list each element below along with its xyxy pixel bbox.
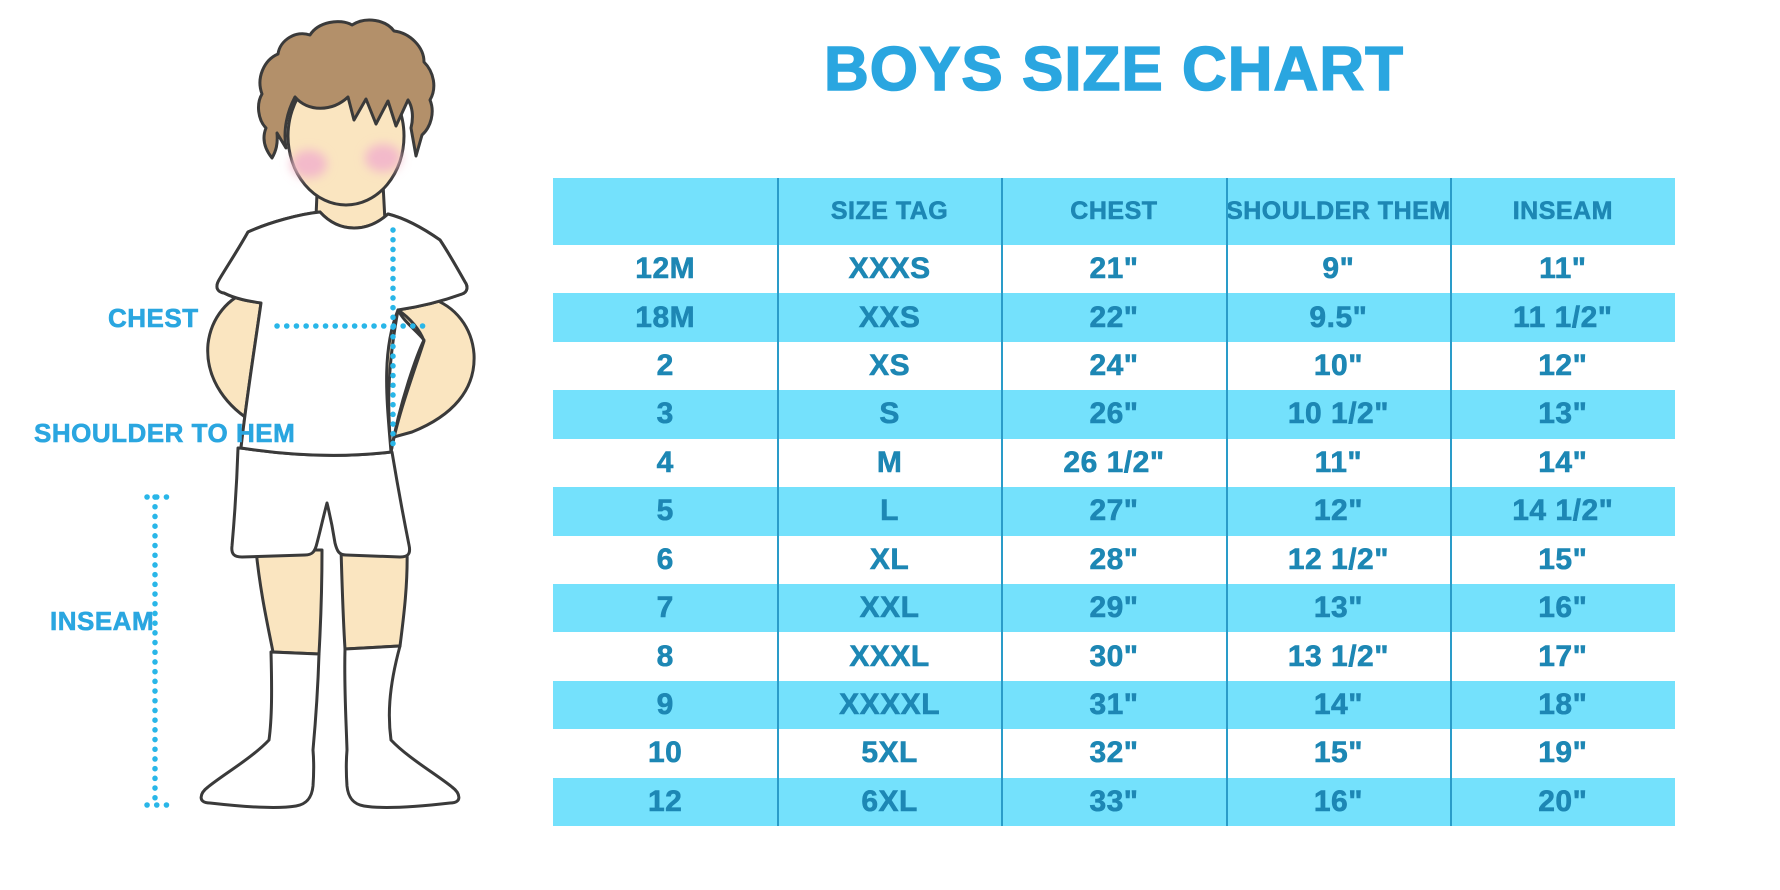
table-cell: XXXS: [848, 252, 931, 286]
table-cell: 8: [656, 639, 674, 673]
table-cell: 9": [1322, 252, 1355, 286]
table-cell: 30": [1089, 639, 1139, 673]
shoulder-to-hem-measure-label: SHOULDER TO HEM: [34, 418, 296, 449]
table-cell: 16": [1313, 784, 1363, 819]
header-cell: INSEAM: [1512, 197, 1613, 226]
table-cell: 7: [656, 591, 674, 625]
table-cell: M: [876, 445, 903, 480]
header-cell: SIZE TAG: [830, 197, 949, 226]
table-cell: 17": [1538, 639, 1588, 673]
table-cell: 19": [1538, 736, 1588, 770]
table-cell: 9: [656, 688, 674, 722]
table-cell: 13 1/2": [1287, 639, 1389, 673]
column-separator: [777, 178, 779, 826]
table-cell: 5: [656, 494, 674, 528]
page-title: BOYS SIZE CHART: [823, 34, 1404, 105]
table-cell: 14 1/2": [1512, 494, 1614, 528]
table-cell: XS: [869, 349, 911, 383]
table-row: 9 XXXXL 31" 14" 18": [553, 680, 1675, 730]
table-cell: 18": [1538, 688, 1588, 722]
table-row: 2 XS 24" 10" 12": [553, 341, 1675, 391]
table-row: 12 6XL 33" 16" 20": [553, 777, 1675, 827]
table-row: 5 L 27" 12" 14 1/2": [553, 487, 1675, 536]
table-cell: 33": [1089, 784, 1139, 819]
header-cell: SHOULDER THEM: [1226, 197, 1451, 226]
table-row: 10 5XL 32" 15" 19": [553, 729, 1675, 778]
table-cell: 4: [656, 445, 674, 480]
table-cell: 12 1/2": [1287, 542, 1389, 576]
table-cell: 15": [1538, 542, 1588, 576]
table-cell: XL: [869, 542, 910, 576]
header-cell: [553, 178, 777, 245]
table-row: 18M XXS 22" 9.5" 11 1/2": [553, 293, 1675, 342]
table-row: 7 XXL 29" 13" 16": [553, 583, 1675, 633]
table-cell: 24": [1089, 349, 1139, 383]
column-separator: [1226, 178, 1228, 826]
table-cell: 16": [1538, 591, 1588, 625]
table-cell: 26 1/2": [1063, 445, 1165, 480]
table-cell: 27": [1089, 494, 1139, 528]
column-separator: [1450, 178, 1452, 826]
table-cell: 11": [1314, 445, 1363, 480]
table-cell: 3: [656, 397, 674, 431]
table-cell: 14": [1313, 688, 1363, 722]
table-header-row: SIZE TAG CHEST SHOULDER THEM INSEAM: [553, 178, 1675, 245]
table-cell: 14": [1538, 445, 1588, 480]
table-cell: 31": [1089, 688, 1139, 722]
table-cell: 12": [1313, 494, 1363, 528]
table-row: 6 XL 28" 12 1/2" 15": [553, 535, 1675, 584]
table-cell: 6: [656, 542, 674, 576]
column-separator: [1001, 178, 1003, 826]
table-cell: 22": [1089, 300, 1139, 334]
table-row: 12M XXXS 21" 9" 11": [553, 245, 1675, 294]
table-row: 3 S 26" 10 1/2" 13": [553, 390, 1675, 439]
size-table: SIZE TAG CHEST SHOULDER THEM INSEAM 12M XXXS…: [553, 178, 1675, 827]
table-cell: L: [880, 494, 899, 528]
table-row: 8 XXXL 30" 13 1/2" 17": [553, 632, 1675, 681]
table-cell: 15": [1313, 736, 1363, 770]
table-cell: XXXXL: [839, 688, 941, 722]
table-cell: 29": [1089, 591, 1139, 625]
table-cell: S: [879, 397, 900, 431]
boy-figure-illustration: [144, 18, 476, 809]
table-cell: 10: [648, 736, 683, 770]
table-cell: 11 1/2": [1513, 300, 1613, 334]
table-row: 4 M 26 1/2" 11" 14": [553, 438, 1675, 488]
table-cell: 11": [1539, 252, 1587, 286]
table-cell: 12: [648, 784, 683, 819]
table-cell: 26": [1089, 397, 1139, 431]
table-cell: 10": [1313, 349, 1363, 383]
table-cell: 5XL: [861, 736, 918, 770]
table-cell: 6XL: [861, 784, 918, 819]
header-cell: CHEST: [1070, 197, 1158, 226]
inseam-measure-label: INSEAM: [50, 606, 155, 637]
table-cell: 10 1/2": [1287, 397, 1389, 431]
chest-measure-label: CHEST: [108, 303, 199, 334]
table-cell: 32": [1089, 736, 1139, 770]
table-cell: 20": [1538, 784, 1588, 819]
table-cell: 18M: [635, 300, 696, 334]
table-cell: XXL: [859, 591, 920, 625]
table-cell: XXXL: [849, 639, 930, 673]
table-cell: 2: [656, 349, 674, 383]
table-cell: 12": [1538, 349, 1588, 383]
table-cell: 9.5": [1309, 300, 1368, 334]
table-cell: XXS: [858, 300, 921, 334]
table-cell: 13": [1538, 397, 1588, 431]
table-cell: 28": [1089, 542, 1139, 576]
table-body: 12M XXXS 21" 9" 11" 18M XXS 22" 9.5" 11 1/2" 2 XS 24…: [553, 245, 1675, 827]
table-cell: 21": [1089, 252, 1139, 286]
table-cell: 12M: [635, 252, 696, 286]
table-cell: 13": [1313, 591, 1363, 625]
